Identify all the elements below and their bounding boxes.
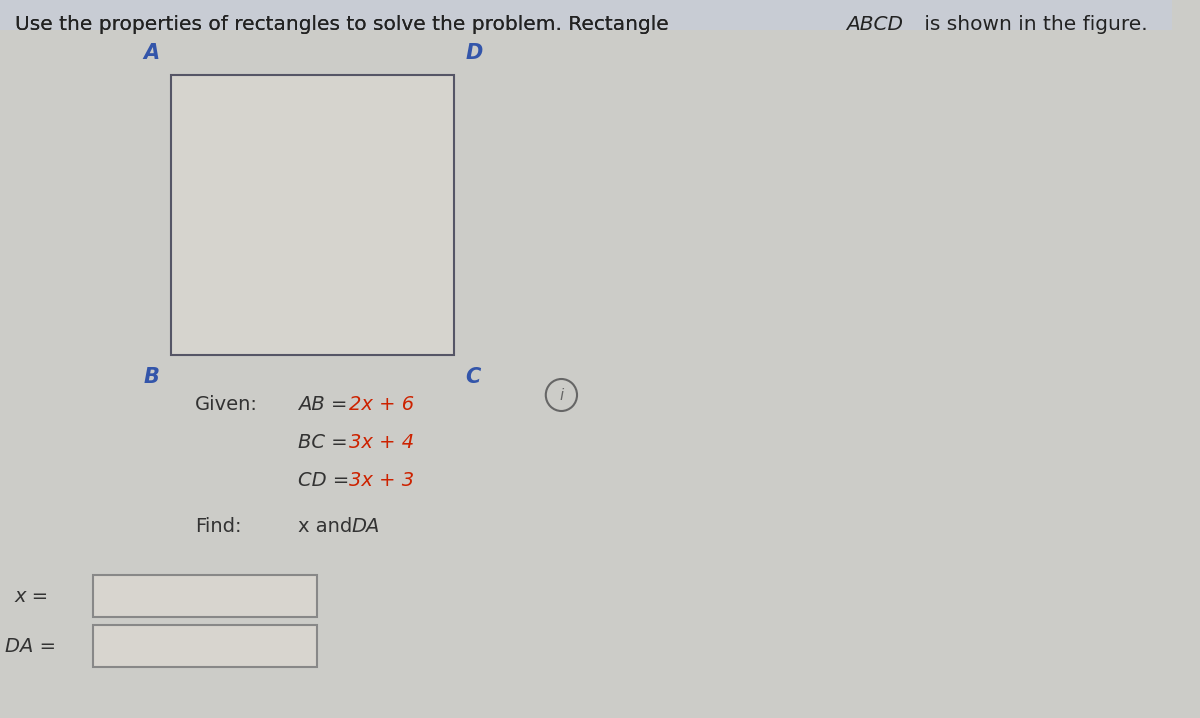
Text: CD =: CD = bbox=[298, 471, 355, 490]
Bar bbox=[92, 625, 317, 667]
Text: C: C bbox=[466, 367, 481, 387]
Text: ABCD: ABCD bbox=[846, 16, 904, 34]
Text: Use the properties of rectangles to solve the problem. Rectangle: Use the properties of rectangles to solv… bbox=[14, 16, 674, 34]
Text: D: D bbox=[466, 43, 484, 63]
Text: is shown in the figure.: is shown in the figure. bbox=[918, 16, 1147, 34]
Text: Use the properties of rectangles to solve the problem. Rectangle: Use the properties of rectangles to solv… bbox=[14, 16, 674, 34]
Text: B: B bbox=[143, 367, 160, 387]
Text: x =: x = bbox=[14, 587, 49, 605]
Text: DA =: DA = bbox=[5, 636, 56, 656]
Text: BC =: BC = bbox=[298, 433, 354, 452]
Text: A: A bbox=[143, 43, 160, 63]
Text: i: i bbox=[559, 388, 564, 403]
Text: x and: x and bbox=[298, 517, 359, 536]
Text: AB =: AB = bbox=[298, 395, 354, 414]
Text: DA: DA bbox=[352, 517, 380, 536]
Text: 2x + 6: 2x + 6 bbox=[348, 395, 414, 414]
Text: Given:: Given: bbox=[196, 395, 258, 414]
Bar bbox=[92, 575, 317, 617]
Text: Find:: Find: bbox=[196, 517, 241, 536]
Text: 3x + 4: 3x + 4 bbox=[348, 433, 414, 452]
Text: 3x + 3: 3x + 3 bbox=[348, 471, 414, 490]
Bar bbox=[0, 0, 1171, 30]
Bar bbox=[170, 75, 454, 355]
